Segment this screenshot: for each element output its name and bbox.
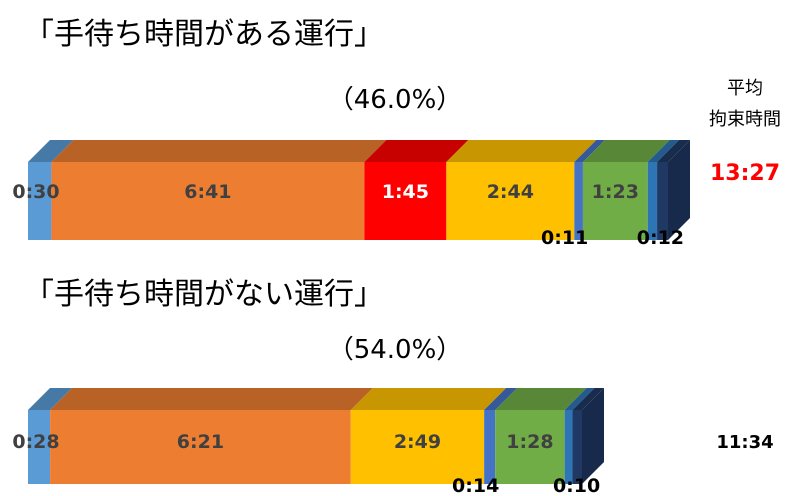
- bar-segment: [50, 410, 351, 484]
- bar-top-face: [51, 140, 387, 162]
- bar-top-face: [572, 388, 604, 410]
- avg-value: 11:34: [716, 432, 773, 453]
- segment-label: 6:21: [177, 431, 224, 453]
- bar-group: 0:30 6:41 1:45 2:44 0:11 1:23 0:12: [12, 140, 690, 249]
- chart-without-waiting: 「手待ち時間がない運行」 （54.0%） 0:28 6:21 2:49 0:14 1:2…: [12, 277, 773, 496]
- segment-label: 1:45: [382, 181, 429, 203]
- segment-label: 0:28: [12, 431, 59, 453]
- segment-label: 1:23: [592, 181, 639, 203]
- segment-label: 0:10: [553, 475, 600, 496]
- bar-top-face: [647, 140, 680, 162]
- bar-segment: [495, 410, 565, 484]
- chart-subtitle: （54.0%）: [328, 335, 463, 365]
- bar-group: 0:28 6:21 2:49 0:14 1:28 0:10: [12, 388, 604, 496]
- chart-title: 「手待ち時間がない運行」: [24, 277, 384, 312]
- bar-top-face: [495, 388, 587, 410]
- bar-segment: [28, 410, 51, 484]
- bar-top-face: [28, 140, 74, 162]
- bar-side-face: [582, 388, 604, 484]
- bar-top-face: [582, 140, 670, 162]
- bar-segment: [446, 162, 575, 240]
- segment-label: 0:14: [452, 475, 499, 496]
- bar-top-face: [364, 140, 469, 162]
- bar-side-face: [668, 140, 690, 240]
- bar-segment: [657, 162, 668, 240]
- segment-label: 1:28: [506, 431, 553, 453]
- segment-label: 0:30: [12, 181, 59, 203]
- bar-segment: [574, 162, 583, 240]
- segment-label: 2:49: [394, 431, 441, 453]
- bar-segment: [582, 162, 648, 240]
- avg-header: 平均 拘束時間: [709, 78, 781, 130]
- segment-label: 0:12: [637, 227, 684, 249]
- bar-segment: [51, 162, 365, 240]
- bar-top-face: [574, 140, 605, 162]
- bar-top-face: [657, 140, 690, 162]
- bar-segment: [350, 410, 485, 484]
- bar-segment: [572, 410, 582, 484]
- avg-value: 13:27: [710, 161, 780, 186]
- chart-subtitle: （46.0%）: [328, 85, 463, 115]
- avg-header-line1: 平均: [727, 78, 763, 99]
- chart-with-waiting: 「手待ち時間がある運行」 （46.0%） 0:30 6:41 1:45 2:44 0:1…: [12, 17, 780, 249]
- bar-segment: [28, 162, 52, 240]
- bar-segment: [364, 162, 447, 240]
- bar-top-face: [484, 388, 518, 410]
- segment-label: 0:11: [541, 227, 588, 249]
- bar-top-face: [350, 388, 507, 410]
- bar-top-face: [28, 388, 73, 410]
- bar-top-face: [564, 388, 595, 410]
- segment-label: 2:44: [487, 181, 534, 203]
- bar-segment: [647, 162, 658, 240]
- avg-header-line2: 拘束時間: [709, 109, 781, 130]
- segment-label: 6:41: [184, 181, 231, 203]
- chart-title: 「手待ち時間がある運行」: [24, 17, 384, 52]
- bar-segment: [484, 410, 496, 484]
- bar-top-face: [50, 388, 373, 410]
- bar-segment: [564, 410, 573, 484]
- bar-top-face: [446, 140, 597, 162]
